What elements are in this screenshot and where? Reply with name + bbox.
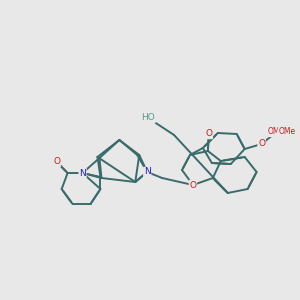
Text: HO: HO bbox=[141, 113, 155, 122]
Text: OMe: OMe bbox=[278, 128, 296, 136]
Text: OMe: OMe bbox=[268, 128, 285, 136]
Text: N: N bbox=[79, 169, 86, 178]
Text: O: O bbox=[189, 181, 197, 190]
Text: O: O bbox=[53, 158, 60, 166]
Text: O: O bbox=[258, 140, 265, 148]
Text: O: O bbox=[206, 130, 212, 139]
Text: N: N bbox=[144, 167, 151, 176]
